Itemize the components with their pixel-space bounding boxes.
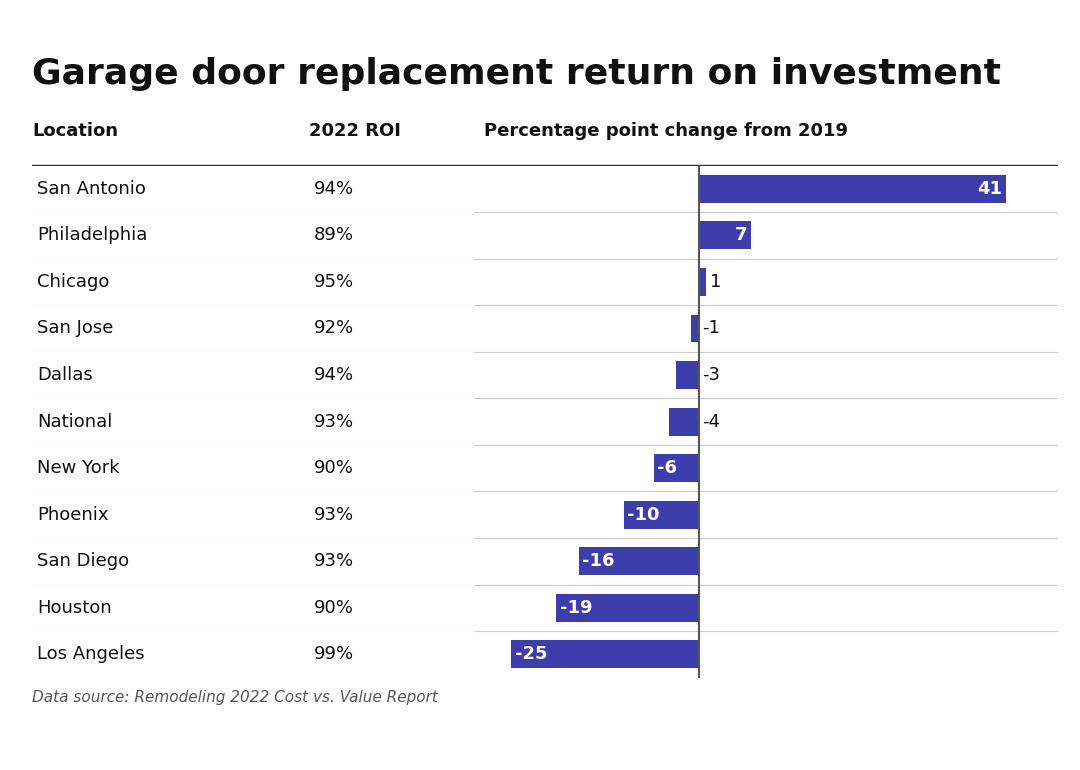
Text: National: National [37, 413, 112, 430]
Text: 93%: 93% [314, 552, 354, 571]
Text: 95%: 95% [314, 273, 354, 291]
Bar [511, 641, 699, 668]
Text: 99%: 99% [314, 645, 354, 663]
Text: -6: -6 [658, 459, 677, 477]
Bar [699, 222, 751, 249]
Text: 94%: 94% [314, 366, 354, 384]
Text: -4: -4 [702, 413, 720, 430]
Bar [623, 500, 699, 529]
Text: 41: 41 [977, 180, 1002, 198]
Text: 92%: 92% [314, 320, 354, 337]
Bar [669, 407, 699, 436]
Text: -25: -25 [515, 645, 548, 663]
Text: -16: -16 [582, 552, 615, 571]
Text: -10: -10 [627, 506, 660, 524]
Text: 90%: 90% [314, 459, 354, 477]
Bar [579, 547, 699, 575]
Text: -3: -3 [702, 366, 720, 384]
Text: Garage door replacement return on investment: Garage door replacement return on invest… [32, 57, 1001, 91]
Text: Los Angeles: Los Angeles [37, 645, 145, 663]
Text: Data source: Remodeling 2022 Cost vs. Value Report: Data source: Remodeling 2022 Cost vs. Va… [32, 690, 438, 705]
Bar [699, 175, 1005, 203]
Text: Phoenix: Phoenix [37, 506, 108, 524]
Text: -1: -1 [702, 320, 720, 337]
Text: 93%: 93% [314, 506, 354, 524]
Text: San Jose: San Jose [37, 320, 113, 337]
Text: 2022 ROI: 2022 ROI [310, 122, 402, 139]
Text: New York: New York [37, 459, 120, 477]
Text: Philadelphia: Philadelphia [37, 226, 147, 244]
Text: San Antonio: San Antonio [37, 180, 146, 198]
Bar [691, 314, 699, 343]
Bar [653, 454, 699, 482]
Bar [676, 361, 699, 389]
Text: Chicago: Chicago [37, 273, 109, 291]
Text: Houston: Houston [37, 599, 111, 617]
Text: 90%: 90% [314, 599, 354, 617]
Bar [699, 268, 706, 296]
Text: Dallas: Dallas [37, 366, 93, 384]
Text: -19: -19 [559, 599, 592, 617]
Bar [556, 594, 699, 621]
Text: 89%: 89% [314, 226, 354, 244]
Text: 93%: 93% [314, 413, 354, 430]
Text: 94%: 94% [314, 180, 354, 198]
Text: Percentage point change from 2019: Percentage point change from 2019 [484, 122, 848, 139]
Text: Location: Location [32, 122, 119, 139]
Text: 7: 7 [734, 226, 747, 244]
Text: 1: 1 [710, 273, 721, 291]
Text: San Diego: San Diego [37, 552, 129, 571]
